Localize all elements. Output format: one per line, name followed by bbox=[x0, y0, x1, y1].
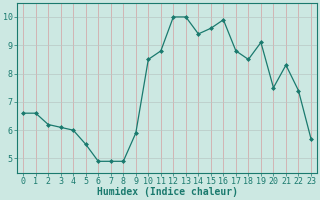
X-axis label: Humidex (Indice chaleur): Humidex (Indice chaleur) bbox=[97, 187, 237, 197]
